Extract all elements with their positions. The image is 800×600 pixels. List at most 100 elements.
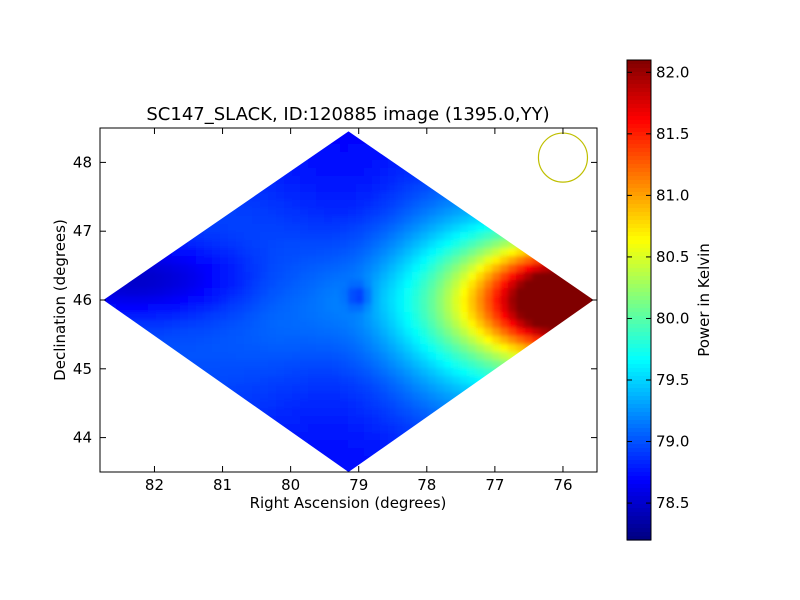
heatmap-cell xyxy=(444,376,453,385)
heatmap-cell xyxy=(388,248,397,257)
heatmap-cell xyxy=(300,160,309,169)
heatmap-cell xyxy=(148,152,157,161)
heatmap-cell xyxy=(340,232,349,241)
heatmap-cell xyxy=(116,456,125,465)
heatmap-cell xyxy=(380,416,389,425)
heatmap-cell xyxy=(244,264,253,273)
heatmap-cell xyxy=(308,472,317,481)
heatmap-cell xyxy=(116,184,125,193)
heatmap-cell xyxy=(212,440,221,449)
heatmap-cell xyxy=(588,152,594,161)
heatmap-cell xyxy=(540,344,549,353)
heatmap-cell xyxy=(372,200,381,209)
heatmap-cell xyxy=(276,288,285,297)
heatmap-cell xyxy=(524,456,533,465)
heatmap-cell xyxy=(460,328,469,337)
heatmap-cell xyxy=(260,376,269,385)
heatmap-cell xyxy=(564,272,573,281)
heatmap-cell xyxy=(436,264,445,273)
heatmap-cell xyxy=(132,456,141,465)
colorbar-stripe xyxy=(627,156,651,161)
heatmap-cell xyxy=(604,128,613,137)
heatmap-cell xyxy=(540,440,549,449)
colorbar-stripe xyxy=(627,392,651,397)
heatmap-cell xyxy=(236,472,245,481)
heatmap-cell xyxy=(508,232,517,241)
heatmap-cell xyxy=(124,464,133,472)
heatmap-cell xyxy=(324,360,333,369)
heatmap-cell xyxy=(180,344,189,353)
heatmap-cell xyxy=(284,131,293,137)
heatmap-cell xyxy=(300,384,309,393)
heatmap-cell xyxy=(188,432,197,441)
heatmap-cell xyxy=(476,296,485,305)
heatmap-cell xyxy=(404,200,413,209)
colorbar-stripe xyxy=(627,440,651,445)
heatmap-cell xyxy=(188,472,197,481)
colorbar-stripe xyxy=(627,396,651,401)
heatmap-cell xyxy=(308,424,317,433)
heatmap-cell xyxy=(572,376,581,385)
heatmap-cell xyxy=(500,224,509,233)
heatmap-cell xyxy=(444,216,453,225)
heatmap-cell xyxy=(124,144,133,153)
heatmap-cell xyxy=(372,392,381,401)
heatmap-cell xyxy=(348,336,357,345)
heatmap-cell xyxy=(468,176,477,185)
heatmap-cell xyxy=(284,424,293,433)
heatmap-cell xyxy=(140,176,149,185)
heatmap-cell xyxy=(204,144,213,153)
heatmap-cell xyxy=(468,328,477,337)
heatmap-cell xyxy=(500,131,509,137)
heatmap-cell xyxy=(556,344,565,353)
heatmap-cell xyxy=(540,160,549,169)
heatmap-cell xyxy=(604,224,613,233)
heatmap-cell xyxy=(284,224,293,233)
heatmap-cell xyxy=(228,296,237,305)
heatmap-cell xyxy=(404,168,413,177)
heatmap-cell xyxy=(260,384,269,393)
heatmap-cell xyxy=(476,440,485,449)
heatmap-cell xyxy=(564,256,573,265)
heatmap-cell xyxy=(516,136,525,145)
heatmap-cell xyxy=(260,328,269,337)
heatmap-cell xyxy=(228,424,237,433)
heatmap-cell xyxy=(164,184,173,193)
heatmap-cell xyxy=(556,288,565,297)
heatmap-cell xyxy=(604,184,613,193)
heatmap-cell xyxy=(180,160,189,169)
heatmap-cell xyxy=(172,408,181,417)
heatmap-cell xyxy=(164,224,173,233)
heatmap-cell xyxy=(452,368,461,377)
heatmap-cell xyxy=(372,440,381,449)
heatmap-cell xyxy=(124,192,133,201)
heatmap-cell xyxy=(404,232,413,241)
heatmap-cell xyxy=(92,152,101,161)
heatmap-cell xyxy=(140,424,149,433)
heatmap-cell xyxy=(156,384,165,393)
heatmap-cell xyxy=(172,256,181,265)
heatmap-cell xyxy=(412,384,421,393)
heatmap-cell xyxy=(188,264,197,273)
heatmap-cell xyxy=(500,304,509,313)
heatmap-cell xyxy=(300,352,309,361)
heatmap-cell xyxy=(116,240,125,249)
heatmap-cell xyxy=(180,184,189,193)
heatmap-cell xyxy=(380,424,389,433)
heatmap-cell xyxy=(460,392,469,401)
heatmap-cell xyxy=(356,360,365,369)
heatmap-cell xyxy=(572,184,581,193)
heatmap-cell xyxy=(340,336,349,345)
heatmap-cell xyxy=(436,144,445,153)
heatmap-cell xyxy=(388,144,397,153)
heatmap-cell xyxy=(524,312,533,321)
heatmap-cell xyxy=(220,360,229,369)
heatmap-cell xyxy=(103,400,109,409)
heatmap-cell xyxy=(380,176,389,185)
heatmap-cell xyxy=(492,224,501,233)
heatmap-cell xyxy=(404,432,413,441)
heatmap-cell xyxy=(412,288,421,297)
heatmap-cell xyxy=(380,320,389,329)
heatmap-cell xyxy=(468,232,477,241)
heatmap-cell xyxy=(244,432,253,441)
